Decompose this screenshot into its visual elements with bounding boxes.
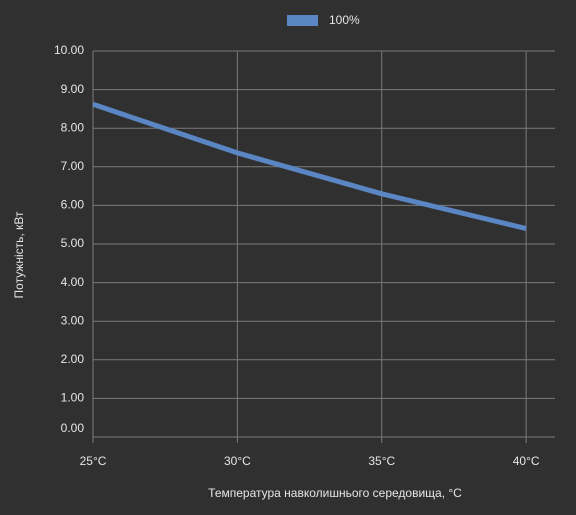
- y-tick-label: 10.00: [54, 43, 84, 57]
- legend-swatch: [287, 15, 318, 26]
- y-tick-label: 7.00: [61, 159, 85, 173]
- x-tick-label: 35°C: [368, 454, 395, 468]
- x-tick-label: 40°C: [513, 454, 540, 468]
- y-tick-label: 4.00: [61, 275, 85, 289]
- y-tick-label: 6.00: [61, 198, 85, 212]
- x-tick-label: 25°C: [80, 454, 107, 468]
- y-tick-label: 8.00: [61, 120, 85, 134]
- line-series: [92, 101, 527, 231]
- y-tick-label: 0.00: [61, 421, 85, 435]
- x-axis-label: Температура навколишнього середовища, °C: [208, 486, 462, 500]
- y-axis-label: Потужність, кВт: [12, 211, 26, 298]
- y-tick-label: 9.00: [61, 82, 85, 96]
- x-tick-label: 30°C: [224, 454, 251, 468]
- y-tick-label: 2.00: [61, 352, 85, 366]
- y-tick-label: 3.00: [61, 313, 85, 327]
- legend-label: 100%: [329, 13, 360, 27]
- y-tick-label: 5.00: [61, 236, 85, 250]
- y-tick-label: 1.00: [61, 391, 85, 405]
